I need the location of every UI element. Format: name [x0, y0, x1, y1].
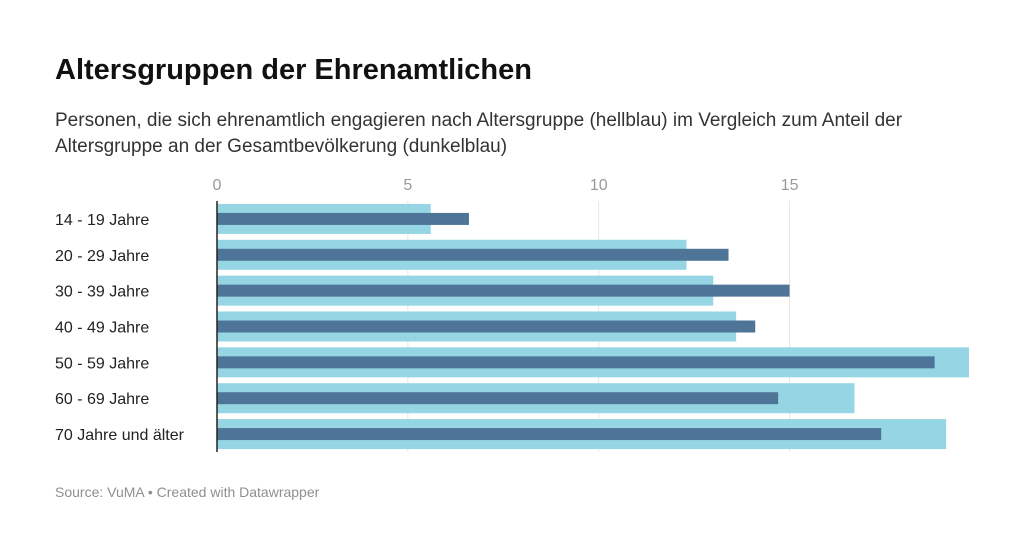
bar-dark	[217, 284, 790, 297]
x-tick-label: 0	[213, 177, 222, 194]
category-label: 14 - 19 Jahre	[55, 212, 149, 229]
category-label: 40 - 49 Jahre	[55, 320, 149, 337]
bar-dark	[217, 320, 756, 333]
x-tick-label: 10	[590, 177, 608, 194]
category-label: 60 - 69 Jahre	[55, 391, 149, 408]
chart-subtitle: Personen, die sich ehrenamtlich engagier…	[55, 110, 903, 157]
category-label: 30 - 39 Jahre	[55, 284, 149, 301]
chart-source: Source: VuMA • Created with Datawrapper	[55, 484, 320, 500]
bar-dark	[217, 212, 469, 225]
bar-dark	[217, 392, 779, 405]
x-tick-label: 15	[781, 177, 799, 194]
category-label: 70 Jahre und älter	[55, 427, 185, 444]
category-label: 50 - 59 Jahre	[55, 355, 149, 372]
x-axis-ticks: 0 5 10 15	[213, 177, 799, 194]
x-tick-label: 5	[403, 177, 412, 194]
category-label: 20 - 29 Jahre	[55, 248, 149, 265]
bar-dark	[217, 248, 729, 261]
bars	[217, 203, 969, 450]
category-labels: 14 - 19 Jahre 20 - 29 Jahre 30 - 39 Jahre 4…	[55, 212, 185, 444]
bar-dark	[217, 428, 882, 441]
bar-dark	[217, 356, 935, 369]
chart-title: Altersgruppen der Ehrenamtlichen	[55, 54, 532, 86]
